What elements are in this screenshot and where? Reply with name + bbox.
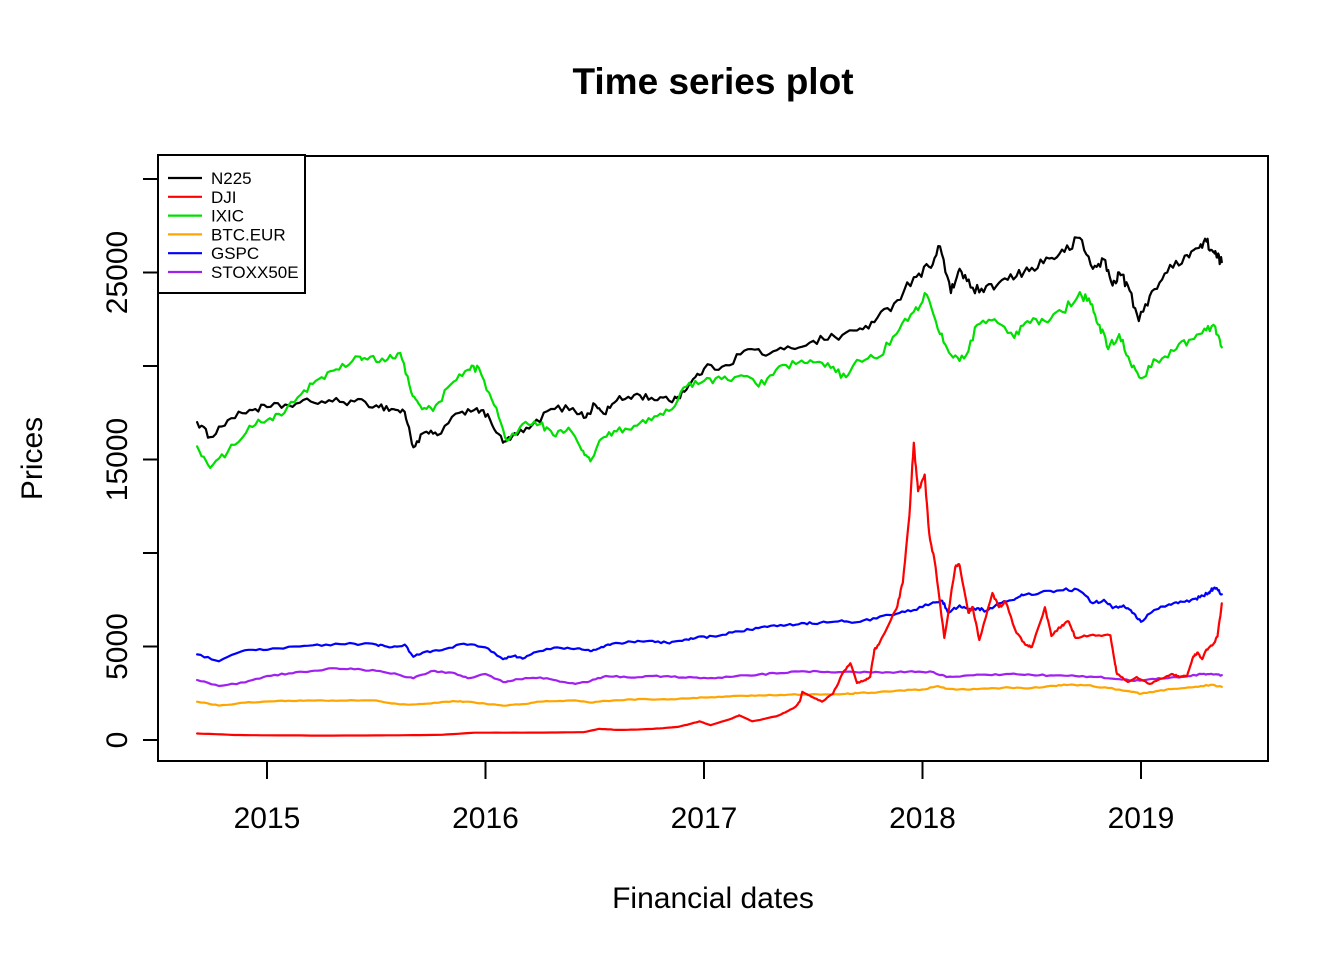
y-tick-label: 0 bbox=[101, 732, 134, 749]
x-tick-label: 2016 bbox=[452, 802, 519, 835]
chart-title: Time series plot bbox=[572, 61, 853, 102]
legend-label: DJI bbox=[211, 188, 237, 207]
series-lines bbox=[196, 236, 1223, 737]
legend-label: BTC.EUR bbox=[211, 225, 286, 244]
series-line-stoxx50e bbox=[196, 667, 1223, 688]
legend-entry: IXIC bbox=[168, 207, 244, 226]
series-line-gspc bbox=[196, 586, 1223, 663]
series-line-ixic bbox=[196, 291, 1223, 469]
x-axis: 2015 2016 2017 2018 2019 bbox=[234, 761, 1175, 835]
series-line-dji bbox=[196, 441, 1223, 737]
y-axis-label: Prices bbox=[16, 417, 49, 500]
legend-entry: STOXX50E bbox=[168, 263, 299, 282]
x-tick-label: 2015 bbox=[234, 802, 301, 835]
legend-entry: GSPC bbox=[168, 244, 259, 263]
x-axis-label: Financial dates bbox=[612, 882, 814, 915]
y-tick-label: 25000 bbox=[101, 231, 134, 314]
y-tick-label: 5000 bbox=[101, 613, 134, 680]
legend-label: IXIC bbox=[211, 207, 244, 226]
legend-entry: BTC.EUR bbox=[168, 225, 286, 244]
x-tick-label: 2018 bbox=[889, 802, 956, 835]
x-tick-label: 2017 bbox=[671, 802, 738, 835]
legend-label: GSPC bbox=[211, 244, 259, 263]
y-tick-label: 15000 bbox=[101, 418, 134, 501]
legend-label: N225 bbox=[211, 169, 252, 188]
legend-entry: DJI bbox=[168, 188, 237, 207]
legend-label: STOXX50E bbox=[211, 263, 299, 282]
x-tick-label: 2019 bbox=[1108, 802, 1175, 835]
y-axis: 0 5000 15000 25000 bbox=[101, 178, 158, 749]
plot-border bbox=[157, 155, 1269, 762]
legend-entry: N225 bbox=[168, 169, 252, 188]
series-line-btc-eur bbox=[196, 683, 1223, 707]
series-line-n225 bbox=[196, 236, 1223, 449]
